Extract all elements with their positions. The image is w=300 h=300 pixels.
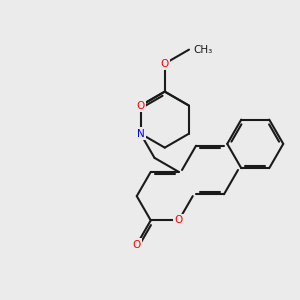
Text: CH₃: CH₃ bbox=[193, 45, 212, 55]
Text: O: O bbox=[175, 215, 183, 225]
Text: N: N bbox=[136, 129, 144, 139]
Text: O: O bbox=[133, 240, 141, 250]
Text: O: O bbox=[160, 58, 169, 69]
Text: O: O bbox=[136, 100, 145, 111]
